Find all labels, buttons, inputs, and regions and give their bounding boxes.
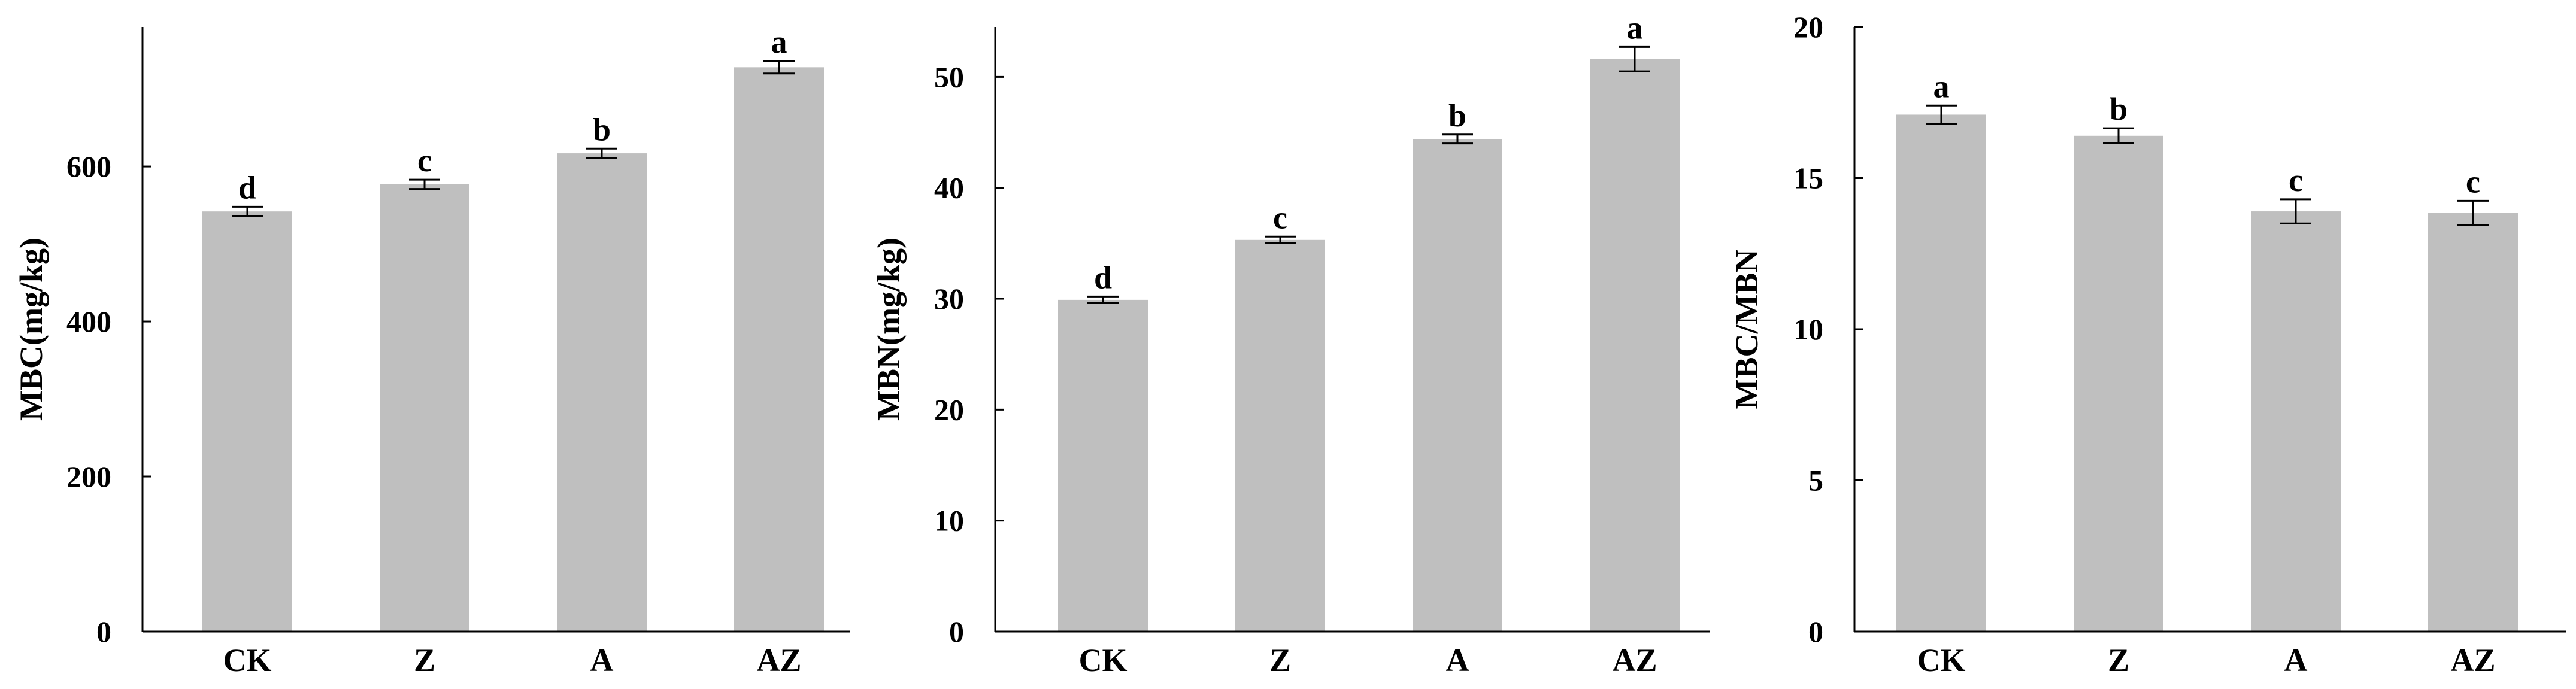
x-tick-label: Z [414,642,435,678]
significance-label: b [1448,98,1466,133]
bar-a [2251,211,2341,632]
x-tick-label: CK [1079,642,1128,678]
y-tick-label: 0 [96,615,111,648]
significance-label: c [1273,199,1287,235]
y-tick-label: 20 [1793,10,1823,44]
y-tick-label: 15 [1793,162,1823,195]
bar-ck [1896,114,1986,632]
significance-label: b [593,111,611,147]
y-tick-label: 20 [934,393,964,426]
y-tick-label: 5 [1808,464,1823,497]
y-axis-title: MBN(mg/kg) [871,238,907,421]
bar-a [557,153,647,632]
significance-label: c [417,142,432,178]
bar-az [2428,213,2518,632]
x-tick-label: AZ [756,642,801,678]
y-tick-label: 30 [934,282,964,315]
bar-z [2074,135,2163,632]
bar-ck [202,211,292,632]
bar-z [380,184,469,632]
significance-label: d [1094,259,1112,295]
y-tick-label: 50 [934,60,964,93]
bar-z [1235,239,1325,632]
bar-ck [1058,299,1148,632]
y-tick-label: 600 [66,150,111,183]
significance-label: c [2289,162,2303,198]
bar-az [734,67,824,632]
y-tick-label: 40 [934,171,964,205]
x-tick-label: A [1446,642,1469,678]
y-tick-label: 10 [1793,312,1823,346]
y-tick-label: 0 [1808,615,1823,648]
y-tick-label: 200 [66,460,111,493]
significance-label: a [1933,68,1950,104]
y-tick-label: 0 [949,615,964,648]
bar-a [1413,139,1502,632]
y-tick-label: 10 [934,504,964,538]
x-tick-label: AZ [1612,642,1657,678]
significance-label: c [2466,163,2480,199]
bar-az [1590,59,1680,632]
y-tick-label: 400 [66,305,111,338]
significance-label: b [2110,91,2128,127]
x-tick-label: A [2284,642,2308,678]
x-tick-label: Z [2108,642,2129,678]
x-tick-label: A [590,642,614,678]
x-tick-label: AZ [2450,642,2495,678]
significance-label: a [1627,10,1643,45]
x-tick-label: CK [1917,642,1966,678]
x-tick-label: Z [1269,642,1291,678]
y-axis-title: MBC(mg/kg) [13,238,49,421]
y-axis-title: MBC/MBN [1729,250,1765,409]
x-tick-label: CK [223,642,272,678]
significance-label: a [771,24,787,60]
significance-label: d [238,169,256,205]
